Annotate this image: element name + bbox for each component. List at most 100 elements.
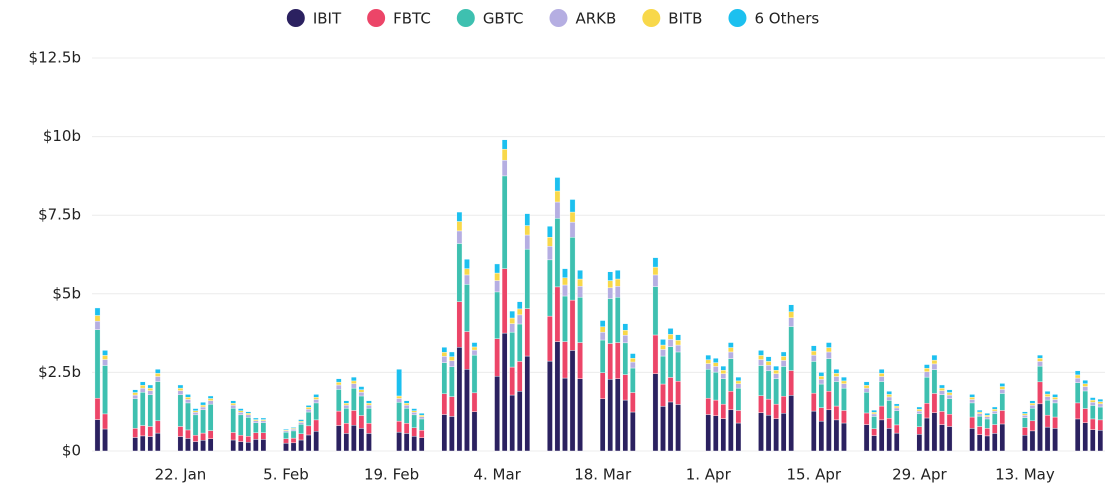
bar-segment	[720, 365, 727, 371]
bar-segment	[1089, 418, 1096, 430]
bar-segment	[351, 425, 357, 452]
bar-segment	[969, 428, 975, 452]
bar-segment	[290, 427, 297, 429]
bar-segment	[630, 411, 636, 452]
bar-segment	[290, 430, 297, 439]
bar-segment	[418, 437, 425, 452]
bar-segment	[516, 314, 523, 325]
bar-segment	[411, 436, 417, 452]
bar-segment	[1097, 398, 1104, 402]
bar-segment	[290, 442, 297, 452]
bar-segment	[509, 323, 516, 333]
bar-segment	[818, 372, 825, 377]
bar-segment	[396, 431, 402, 452]
bar-segment	[358, 389, 365, 393]
bar-segment	[765, 364, 772, 372]
bar-segment	[516, 391, 523, 452]
legend-swatch	[642, 9, 661, 27]
bar-segment	[562, 377, 568, 452]
bar-segment	[878, 376, 885, 382]
bar-segment	[758, 365, 764, 396]
bar-segment	[313, 399, 319, 404]
bar-segment	[780, 356, 787, 361]
bar-segment	[1044, 399, 1051, 416]
bar-segment	[728, 347, 734, 353]
bar-segment	[1074, 382, 1081, 404]
bar-segment	[132, 392, 139, 396]
bar-segment	[916, 406, 923, 410]
bar-segment	[1052, 397, 1058, 400]
bar-segment	[471, 354, 478, 394]
bar-segment	[185, 438, 191, 452]
bar-segment	[863, 385, 870, 389]
bar-segment	[524, 225, 531, 236]
bar-segment	[358, 415, 365, 429]
y-tick-label: $0	[62, 442, 81, 460]
bar-segment	[841, 387, 847, 411]
legend-label: GBTC	[483, 10, 524, 28]
bar-segment	[622, 323, 629, 331]
bar-segment	[1037, 365, 1043, 383]
bar-segment	[260, 422, 267, 433]
bar-segment	[139, 385, 146, 389]
bar-segment	[237, 414, 244, 436]
bar-segment	[1044, 414, 1051, 428]
bar-segment	[886, 396, 892, 401]
bar-segment	[366, 400, 372, 404]
bar-segment	[886, 418, 892, 429]
bar-segment	[516, 308, 523, 316]
bar-segment	[1082, 380, 1089, 384]
bar-segment	[1052, 402, 1058, 418]
bar-segment	[1097, 430, 1104, 452]
bar-segment	[818, 383, 825, 408]
bar-segment	[418, 416, 425, 420]
bar-segment	[494, 375, 500, 452]
bar-segment	[471, 392, 478, 412]
bar-segment	[207, 395, 214, 399]
bar-segment	[283, 438, 289, 444]
x-tick-label: 19. Feb	[364, 466, 419, 484]
bar-segment	[441, 414, 448, 452]
bar-segment	[335, 425, 342, 452]
bar-segment	[547, 360, 553, 452]
bar-segment	[177, 394, 184, 427]
bar-segment	[418, 418, 425, 431]
bar-segment	[728, 409, 734, 452]
bar-segment	[1052, 428, 1058, 452]
bar-segment	[1089, 402, 1096, 406]
bar-segment	[516, 323, 523, 362]
bar-segment	[788, 370, 794, 396]
bar-segment	[192, 408, 199, 411]
bar-segment	[501, 175, 508, 269]
bar-segment	[773, 403, 779, 419]
bar-segment	[343, 423, 350, 434]
bar-segment	[735, 422, 742, 452]
bar-segment	[675, 340, 681, 346]
bar-segment	[200, 406, 206, 411]
bar-segment	[396, 398, 402, 403]
bar-segment	[283, 428, 289, 431]
bar-segment	[939, 411, 945, 425]
bar-segment	[675, 381, 681, 405]
bar-segment	[441, 362, 448, 394]
bar-segment	[660, 344, 666, 350]
bar-segment	[712, 362, 719, 367]
bar-segment	[366, 403, 372, 406]
bar-segment	[818, 379, 825, 385]
bar-segment	[720, 418, 727, 452]
bar-segment	[780, 360, 787, 367]
bar-segment	[177, 390, 184, 395]
bar-segment	[200, 402, 206, 406]
bar-segment	[547, 315, 553, 362]
bar-segment	[253, 432, 259, 440]
bar-segment	[871, 435, 877, 452]
bar-segment	[554, 218, 561, 288]
bar-segment	[351, 387, 357, 411]
bar-segment	[969, 399, 975, 404]
bar-segment	[237, 412, 244, 416]
bar-segment	[818, 420, 825, 452]
bar-segment	[155, 376, 161, 382]
bar-segment	[1029, 430, 1036, 452]
y-tick-label: $7.5b	[38, 206, 81, 224]
bar-segment	[599, 331, 606, 341]
